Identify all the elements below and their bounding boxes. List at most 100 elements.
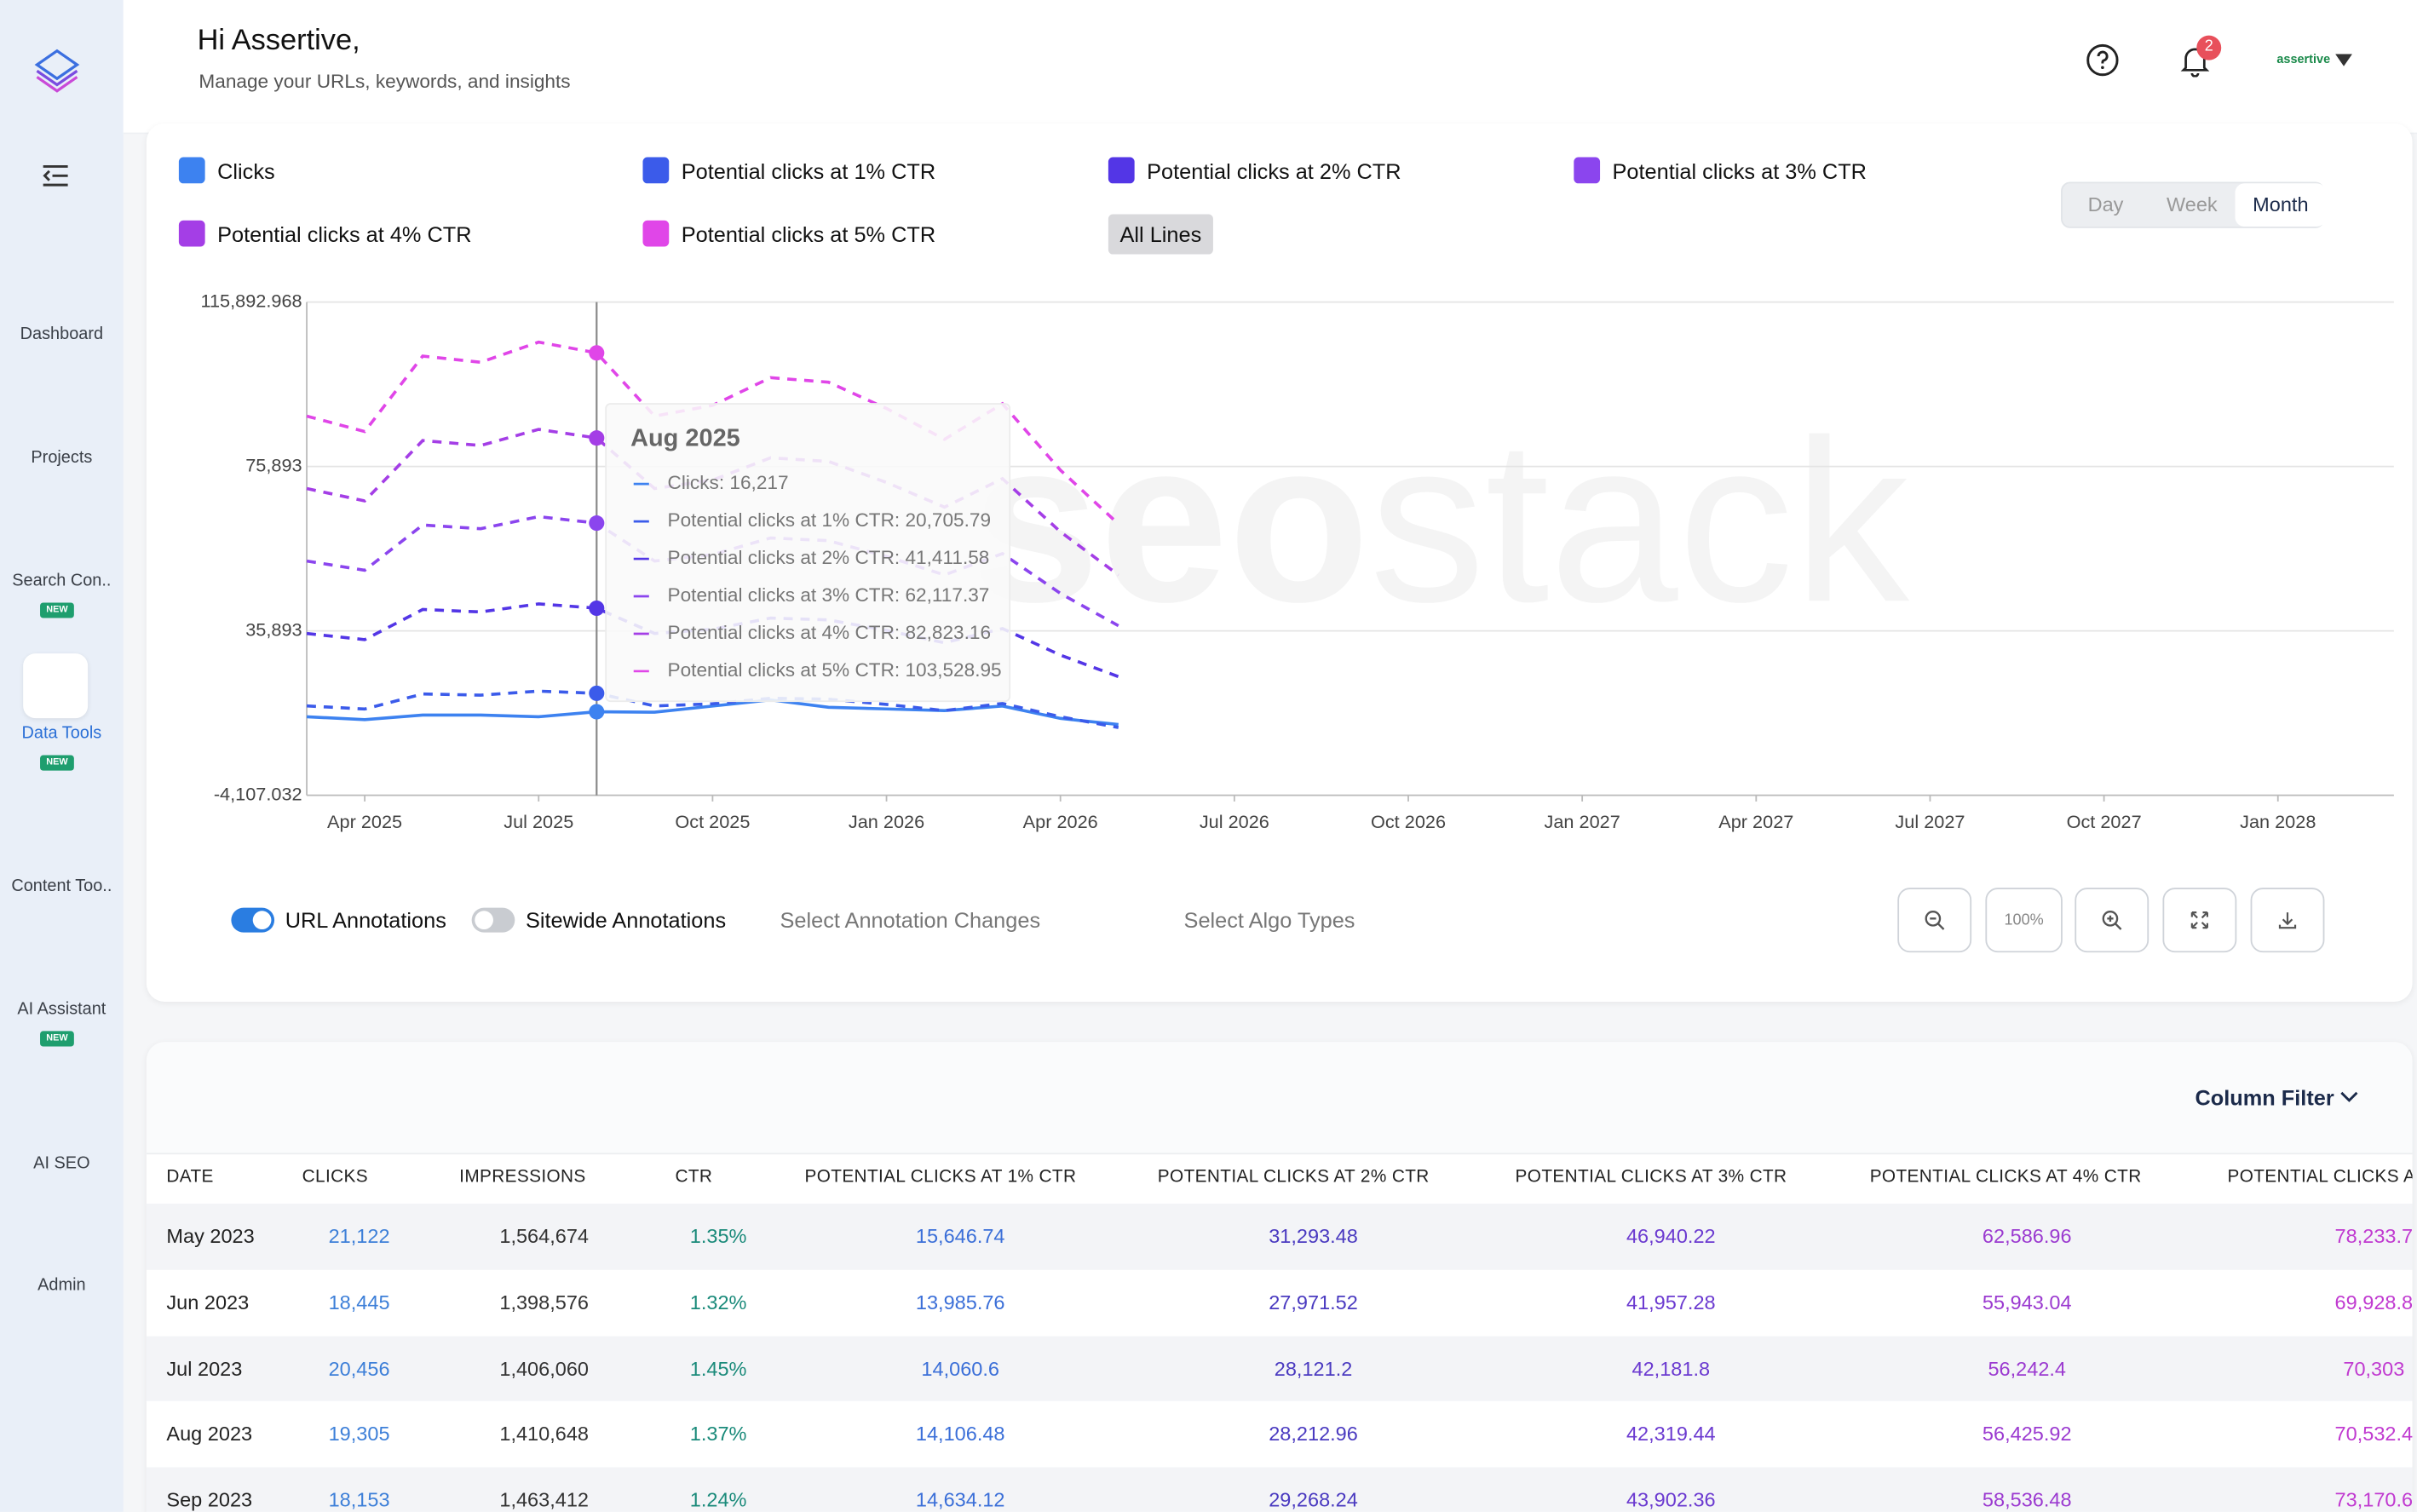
table-cell: 14,060.6	[921, 1356, 999, 1380]
all-lines-button[interactable]: All Lines	[1108, 214, 1213, 255]
table-cell: Sep 2023	[166, 1488, 253, 1512]
table-cell: 1,410,648	[499, 1422, 590, 1446]
tooltip-title: Aug 2025	[630, 424, 740, 451]
column-header[interactable]: DATE	[166, 1168, 214, 1187]
table-cell: 70,303	[2343, 1356, 2405, 1380]
x-tick-label: Apr 2025	[327, 811, 402, 832]
column-filter[interactable]: Column Filter	[2195, 1084, 2334, 1110]
table-cell: 73,170.6	[2334, 1488, 2413, 1512]
period-option[interactable]: Month	[2235, 183, 2327, 227]
chart-card	[146, 123, 2413, 1003]
table-cell: 14,634.12	[915, 1488, 1005, 1512]
table-card: Column Filter DATE CLICKS IMPRESSIONS CTR PO…	[146, 1042, 2413, 1512]
nav-label[interactable]: Search Con..	[12, 572, 112, 590]
table-cell: Jul 2023	[166, 1356, 243, 1380]
column-header[interactable]: CLICKS	[302, 1168, 368, 1187]
x-tick-label: Oct 2025	[675, 811, 750, 832]
table-row	[146, 1335, 2413, 1402]
tooltip-row: Potential clicks at 2% CTR: 41,411.58	[668, 547, 990, 568]
hover-point	[589, 345, 605, 361]
zoom-in-icon	[2102, 911, 2122, 930]
hover-point	[589, 685, 605, 701]
column-header[interactable]: POTENTIAL CLICKS AT 5% CTR	[2227, 1168, 2412, 1187]
table-cell: 58,536.48	[1982, 1488, 2072, 1512]
legend-swatch	[178, 157, 205, 184]
zoom-out-icon	[1925, 911, 1945, 930]
table-cell: 1.37%	[689, 1422, 747, 1446]
column-header[interactable]: POTENTIAL CLICKS AT 2% CTR	[1157, 1168, 1430, 1187]
table-cell: 46,940.22	[1626, 1224, 1716, 1248]
table-row	[146, 1467, 2413, 1512]
table-cell: 1.32%	[689, 1290, 747, 1314]
column-header[interactable]: POTENTIAL CLICKS AT 1% CTR	[804, 1168, 1077, 1187]
toggle-off[interactable]	[471, 907, 515, 933]
zoom-out-button[interactable]	[1897, 888, 1972, 953]
x-tick-label: Jul 2026	[1200, 811, 1269, 832]
sidebar: Dashboard Projects Search Con.. NEW Data Too…	[0, 0, 124, 1512]
zoom-in-button[interactable]	[2075, 888, 2149, 953]
x-tick-label: Oct 2027	[2067, 811, 2142, 832]
table-cell: 70,532.4	[2334, 1422, 2413, 1446]
nav-label[interactable]: Admin	[37, 1276, 86, 1295]
table-row	[146, 1204, 2413, 1270]
watermark-part: seo	[971, 391, 1370, 650]
y-tick-label: 115,892.968	[201, 290, 302, 311]
zoom-level[interactable]: 100%	[1985, 888, 2063, 953]
nav-label[interactable]: Content Too..	[11, 877, 112, 896]
select-algo[interactable]: Select Algo Types	[1183, 907, 1355, 933]
nav-label[interactable]: Projects	[31, 448, 93, 468]
legend-item[interactable]: Potential clicks at 3% CTR	[1574, 157, 1867, 184]
legend-swatch	[1108, 157, 1135, 184]
menu-toggle[interactable]	[42, 164, 70, 188]
table-cell: 18,445	[328, 1290, 390, 1314]
fullscreen-button[interactable]	[2162, 888, 2237, 953]
x-tick-label: Jul 2025	[504, 811, 573, 832]
table-cell: 27,971.52	[1269, 1290, 1358, 1314]
x-tick-label: Jan 2027	[1544, 811, 1620, 832]
active-item-bg	[23, 653, 89, 719]
nav-label[interactable]: Data Tools	[21, 724, 102, 744]
table-cell: 21,122	[328, 1224, 390, 1248]
series-line	[306, 698, 1119, 727]
legend-item[interactable]: Potential clicks at 4% CTR	[178, 220, 472, 247]
table-cell: 28,121.2	[1274, 1356, 1353, 1380]
chart: seostack -4,107.032 35,893 75,893 115,892.96…	[201, 290, 2394, 832]
nav-label[interactable]: AI Assistant	[17, 1000, 106, 1019]
select-annotation[interactable]: Select Annotation Changes	[780, 907, 1041, 933]
column-filter-caret[interactable]	[2339, 1089, 2360, 1105]
download-button[interactable]	[2250, 888, 2325, 953]
column-header[interactable]: CTR	[675, 1168, 713, 1187]
account-name[interactable]: assertive	[2276, 52, 2331, 66]
logo[interactable]	[31, 46, 83, 99]
table-cell: Jun 2023	[166, 1290, 250, 1314]
nav-label[interactable]: AI SEO	[33, 1154, 90, 1173]
table-cell: 13,985.76	[915, 1290, 1005, 1314]
y-tick-label: -4,107.032	[214, 783, 302, 804]
column-header[interactable]: POTENTIAL CLICKS AT 3% CTR	[1515, 1168, 1787, 1187]
table-cell: 15,646.74	[915, 1224, 1005, 1248]
toggle-on[interactable]	[231, 907, 275, 933]
table-cell: 1.35%	[689, 1224, 747, 1248]
legend-item[interactable]: Potential clicks at 2% CTR	[1108, 157, 1401, 184]
period-option[interactable]: Week	[2166, 193, 2218, 216]
column-header[interactable]: IMPRESSIONS	[459, 1168, 586, 1187]
help-icon[interactable]	[2086, 43, 2120, 78]
new-badge: NEW	[40, 1031, 74, 1047]
legend-item[interactable]: Potential clicks at 5% CTR	[642, 220, 935, 247]
legend-item[interactable]: Potential clicks at 1% CTR	[642, 157, 936, 184]
nav-label[interactable]: Dashboard	[20, 325, 104, 344]
table-cell: 62,586.96	[1982, 1224, 2072, 1248]
table-cell: 42,319.44	[1626, 1422, 1716, 1446]
new-badge: NEW	[40, 602, 74, 618]
legend-item[interactable]: Clicks	[178, 157, 275, 184]
table-cell: 1.45%	[689, 1356, 747, 1380]
table-cell: 28,212.96	[1269, 1422, 1358, 1446]
notification-badge: 2	[2196, 35, 2222, 60]
period-option[interactable]: Day	[2087, 193, 2124, 216]
table-row	[146, 1269, 2413, 1337]
legend-label: Potential clicks at 1% CTR	[681, 158, 936, 183]
account-caret[interactable]	[2335, 54, 2353, 66]
x-tick-label: Jan 2028	[2240, 811, 2316, 832]
column-header[interactable]: POTENTIAL CLICKS AT 4% CTR	[1869, 1168, 2142, 1187]
